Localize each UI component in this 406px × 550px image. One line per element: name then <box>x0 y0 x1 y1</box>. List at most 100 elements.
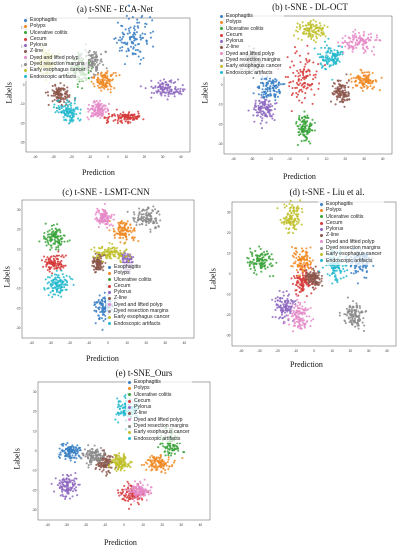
data-point <box>357 41 360 44</box>
data-point <box>277 84 280 87</box>
data-point <box>303 139 306 142</box>
x-tick-label: 20 <box>344 157 348 161</box>
data-point <box>334 87 337 90</box>
data-point <box>362 329 365 333</box>
data-point <box>292 34 295 37</box>
data-point <box>60 105 63 108</box>
data-point <box>127 27 130 30</box>
data-point <box>132 27 136 30</box>
data-point <box>75 457 78 460</box>
data-point <box>132 218 135 221</box>
legend-marker <box>24 31 27 35</box>
data-point <box>106 75 109 78</box>
data-point <box>359 265 362 268</box>
data-point <box>320 280 323 283</box>
data-point <box>101 221 105 224</box>
data-point <box>308 275 311 278</box>
data-point <box>101 252 104 256</box>
data-point <box>105 212 108 215</box>
data-point <box>96 207 99 210</box>
data-point <box>295 207 298 210</box>
data-point <box>109 251 112 254</box>
data-point <box>47 266 51 269</box>
data-point <box>307 127 310 130</box>
data-point <box>327 46 330 50</box>
legend-item: Cecum <box>108 283 170 289</box>
data-point <box>272 84 275 87</box>
data-point <box>55 273 58 276</box>
data-point <box>100 218 103 221</box>
data-point <box>153 466 156 469</box>
data-point <box>302 261 306 264</box>
data-point <box>101 77 105 80</box>
cluster-z-line <box>329 73 351 108</box>
legend-label: Esophagitis <box>114 264 141 270</box>
data-point <box>51 262 54 265</box>
data-point <box>59 234 62 238</box>
data-point <box>291 254 294 257</box>
data-point <box>302 31 305 34</box>
data-point <box>52 255 55 258</box>
data-point <box>339 45 342 48</box>
data-point <box>262 259 265 262</box>
data-point <box>341 41 344 44</box>
legend-label: Ulcerative colitis <box>114 276 152 283</box>
data-point <box>351 306 354 309</box>
data-point <box>155 219 158 222</box>
legend-marker <box>220 71 223 75</box>
data-point <box>90 53 93 57</box>
data-point <box>314 265 317 268</box>
data-point <box>320 66 324 69</box>
data-point <box>120 49 123 52</box>
data-point <box>53 92 56 95</box>
data-point <box>308 73 312 76</box>
data-point <box>62 283 65 286</box>
data-point <box>341 37 344 40</box>
data-point <box>298 274 302 277</box>
data-point <box>121 261 124 264</box>
data-point <box>95 100 98 103</box>
legend-label: Cecum <box>30 35 47 42</box>
data-point <box>59 243 62 246</box>
data-point <box>57 254 60 257</box>
data-point <box>267 255 270 259</box>
data-point <box>137 240 140 243</box>
data-point <box>292 324 295 327</box>
data-point <box>287 232 290 235</box>
data-point <box>301 90 304 93</box>
y-tick-label: 30 <box>17 208 21 212</box>
data-point <box>300 255 303 258</box>
data-point <box>328 274 331 277</box>
data-point <box>332 269 336 272</box>
data-point <box>352 272 355 275</box>
data-point <box>102 212 105 215</box>
data-point <box>357 77 360 80</box>
data-point <box>99 216 102 219</box>
data-point <box>296 210 299 213</box>
data-point <box>45 258 48 261</box>
data-point <box>127 112 130 115</box>
data-point <box>313 31 316 34</box>
data-point <box>162 467 165 470</box>
data-point <box>57 88 60 91</box>
data-point <box>150 96 153 99</box>
data-point <box>313 129 316 132</box>
data-point <box>68 95 71 98</box>
data-point <box>92 73 95 76</box>
data-point <box>359 39 363 42</box>
data-point <box>56 257 59 260</box>
data-point <box>341 97 344 100</box>
data-point <box>351 313 354 316</box>
data-point <box>309 142 312 145</box>
data-point <box>118 74 121 77</box>
legend-marker <box>108 322 111 326</box>
data-point <box>320 277 323 280</box>
data-point <box>58 106 61 109</box>
data-point <box>304 274 307 278</box>
data-point <box>70 456 73 459</box>
data-point <box>52 293 55 296</box>
data-point <box>127 117 130 120</box>
data-point <box>59 100 62 103</box>
data-point <box>316 26 319 29</box>
